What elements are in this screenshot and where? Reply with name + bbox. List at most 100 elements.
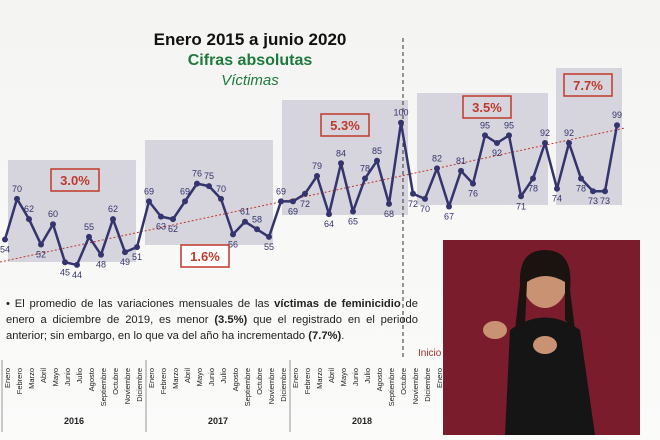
data-label: 75	[204, 171, 214, 181]
point	[14, 195, 20, 202]
point	[530, 175, 536, 182]
point	[398, 119, 404, 126]
data-label: 70	[12, 184, 22, 194]
data-label: 49	[120, 257, 130, 267]
point	[170, 216, 176, 223]
point	[158, 213, 164, 220]
data-label: 62	[24, 204, 34, 214]
data-label: 78	[576, 184, 586, 194]
x-tick-label: Septiembre	[387, 368, 396, 406]
point	[434, 165, 440, 172]
data-label: 95	[480, 120, 490, 130]
note-text: El promedio de las variaciones mensuales…	[14, 298, 275, 310]
note-text: de enero a diciembre de 2019, es menor	[6, 298, 418, 326]
x-tick-label: Mayo	[51, 368, 60, 386]
caption: Víctimas	[221, 72, 279, 89]
x-tick-label: Febrero	[15, 368, 24, 394]
point	[242, 218, 248, 225]
point	[542, 140, 548, 146]
point	[374, 157, 380, 164]
data-label: 60	[48, 209, 58, 219]
data-label: 99	[612, 110, 622, 120]
data-label: 69	[288, 206, 298, 216]
x-tick-label: Junio	[207, 368, 216, 386]
data-label: 69	[276, 186, 286, 196]
note-text: que el registrado en el periodo anterior…	[6, 314, 419, 342]
period-box	[8, 160, 136, 262]
data-label: 76	[192, 169, 202, 179]
point	[254, 226, 260, 233]
data-label: 58	[252, 214, 262, 224]
x-tick-label: Marzo	[27, 368, 36, 389]
change-label: 7.7%	[573, 78, 603, 93]
data-label: 55	[84, 222, 94, 232]
period-box	[145, 140, 273, 245]
title: Enero 2015 a junio 2020	[154, 30, 347, 49]
point	[422, 195, 428, 202]
data-label: 84	[336, 148, 346, 158]
data-label: 78	[528, 184, 538, 194]
x-tick-label: Junio	[351, 368, 360, 386]
data-label: 74	[552, 194, 562, 204]
data-label: 64	[324, 219, 334, 229]
note: • El promedio de las variaciones mensual…	[6, 298, 419, 342]
point	[266, 233, 272, 240]
overlay-label: Inicio	[418, 348, 442, 359]
x-tick-label: Abril	[39, 368, 48, 383]
x-tick-label: Noviembre	[267, 368, 276, 404]
data-label: 65	[348, 217, 358, 227]
subtitle: Cifras absolutas	[188, 52, 313, 69]
data-label: 100	[393, 108, 408, 118]
data-label: 79	[312, 161, 322, 171]
note-text: .	[341, 330, 345, 342]
point	[98, 251, 104, 258]
point	[362, 175, 368, 182]
data-label: 45	[60, 267, 70, 277]
change-label: 5.3%	[330, 118, 360, 133]
point	[326, 211, 332, 218]
data-label: 81	[456, 156, 466, 166]
data-label: 92	[540, 128, 550, 138]
year-label: 2017	[208, 416, 228, 426]
change-box	[320, 113, 370, 137]
point	[218, 195, 224, 202]
x-tick-label: Julio	[219, 368, 228, 383]
point	[350, 208, 356, 215]
data-label: 95	[504, 120, 514, 130]
data-label: 54	[0, 244, 10, 254]
x-tick-label: Mayo	[195, 368, 204, 386]
data-label: 73	[588, 196, 598, 206]
data-label: 73	[600, 196, 610, 206]
point	[74, 261, 80, 268]
point	[578, 175, 584, 182]
data-label: 72	[300, 199, 310, 209]
x-tick-label: Julio	[75, 368, 84, 383]
data-label: 56	[228, 239, 238, 249]
note-bold: víctimas de feminicidio	[274, 298, 401, 310]
point	[110, 216, 116, 223]
change-box	[180, 244, 230, 268]
x-tick-label: Agosto	[375, 368, 384, 391]
point	[290, 198, 296, 205]
x-tick-label: Julio	[363, 368, 372, 383]
x-tick-label: Noviembre	[411, 368, 420, 404]
x-tick-label: Mayo	[339, 368, 348, 386]
point	[26, 216, 32, 223]
data-label: 55	[264, 242, 274, 252]
data-label: 70	[216, 184, 226, 194]
point	[194, 180, 200, 187]
x-tick-label: Febrero	[303, 368, 312, 394]
change-label: 3.5%	[472, 100, 502, 115]
point	[230, 231, 236, 238]
x-tick-label: Marzo	[315, 368, 324, 389]
data-label: 82	[432, 153, 442, 163]
x-tick-label: Diciembre	[135, 368, 144, 402]
point	[182, 198, 188, 205]
point	[38, 241, 44, 248]
point	[482, 132, 488, 139]
note-bold: (7.7%)	[308, 330, 342, 342]
data-label: 61	[240, 207, 250, 217]
x-tick-label: Noviembre	[123, 368, 132, 404]
point	[50, 221, 56, 228]
